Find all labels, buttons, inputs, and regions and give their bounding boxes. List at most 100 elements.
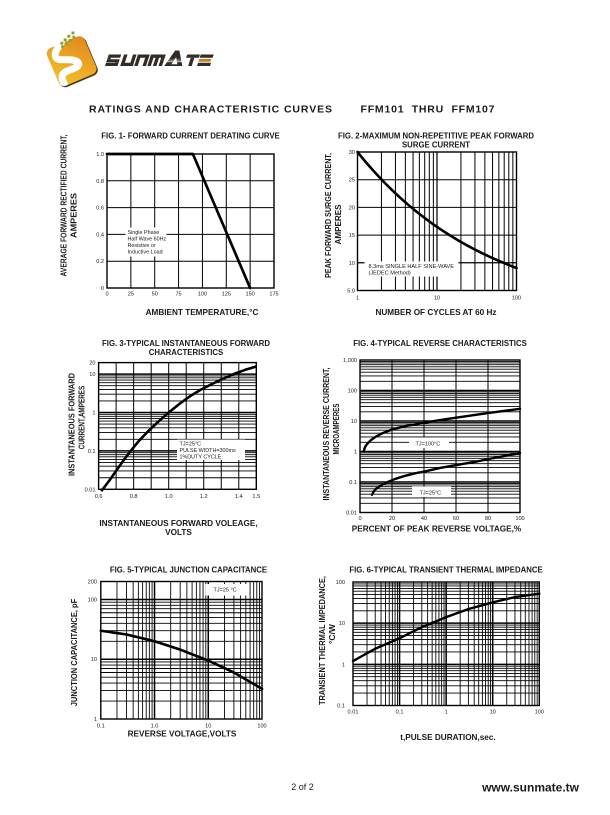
svg-text:100: 100 [515,516,524,522]
svg-text:10: 10 [205,724,211,730]
svg-text:20: 20 [89,361,95,367]
svg-text:100: 100 [512,296,521,302]
svg-text:1: 1 [94,717,97,723]
svg-text:2 of 2: 2 of 2 [291,782,314,792]
svg-text:0: 0 [101,286,104,292]
svg-text:t,PULSE DURATION,sec.: t,PULSE DURATION,sec. [400,733,495,742]
svg-text:TJ=25°C: TJ=25°C [180,442,202,448]
svg-text:10: 10 [434,296,440,302]
svg-text:0.6: 0.6 [96,206,104,212]
svg-text:8.3ms SINGLE HALF SINE-WAVE: 8.3ms SINGLE HALF SINE-WAVE [369,264,455,270]
svg-text:0.1: 0.1 [97,724,105,730]
svg-text:100: 100 [257,724,266,730]
svg-text:1: 1 [356,296,359,302]
svg-text:FFM101 THRU FFM107: FFM101 THRU FFM107 [361,104,495,116]
svg-text:25: 25 [349,178,355,184]
svg-text:125: 125 [222,291,231,297]
svg-text:TJ=25°C: TJ=25°C [420,491,442,497]
svg-text:PERCENT OF PEAK REVERSE VOLTAG: PERCENT OF PEAK REVERSE VOLTAGE,% [352,524,522,533]
svg-text:REVERSE VOLTAGE,VOLTS: REVERSE VOLTAGE,VOLTS [128,729,237,738]
svg-text:NUMBER OF CYCLES AT 60 Hz: NUMBER OF CYCLES AT 60 Hz [375,308,496,317]
svg-text:10: 10 [351,419,357,425]
svg-text:AMPERES: AMPERES [69,193,79,238]
svg-text:0.2: 0.2 [96,259,104,265]
svg-text:°C/W: °C/W [327,623,337,644]
svg-text:www.sunmate.tw: www.sunmate.tw [481,781,580,795]
svg-text:1: 1 [92,411,95,417]
svg-text:0.01: 0.01 [348,710,359,716]
svg-text:TJ=100°C: TJ=100°C [416,442,441,448]
svg-text:0.4: 0.4 [96,232,104,238]
svg-text:CURRENT,AMPERES: CURRENT,AMPERES [77,386,87,450]
svg-text:0: 0 [358,516,361,522]
svg-text:10: 10 [339,621,345,627]
svg-text:150: 150 [245,291,254,297]
svg-text:1: 1 [445,710,448,716]
svg-text:5.0: 5.0 [347,289,355,295]
svg-text:1.0: 1.0 [151,724,159,730]
svg-text:RATINGS AND CHARACTERISTIC CUR: RATINGS AND CHARACTERISTIC CURVES [89,104,332,116]
svg-text:INSTANTANEOUS REVERSE CURRENT,: INSTANTANEOUS REVERSE CURRENT, [321,368,331,501]
svg-text:0.01: 0.01 [85,487,96,493]
svg-text:1,000: 1,000 [343,358,357,364]
svg-text:10: 10 [91,657,97,663]
svg-text:100: 100 [348,389,357,395]
svg-text:FIG. 2-MAXIMUM NON-REPETITIVE: FIG. 2-MAXIMUM NON-REPETITIVE PEAK FORWA… [338,132,534,141]
svg-text:1: 1 [354,450,357,456]
svg-text:100: 100 [336,580,345,586]
svg-text:FIG. 4-TYPICAL REVERSE CHARACT: FIG. 4-TYPICAL REVERSE CHARACTERISTICS [353,339,527,348]
svg-text:0: 0 [105,291,108,297]
svg-text:1.2: 1.2 [200,494,208,500]
svg-text:FIG. 5-TYPICAL JUNCTION CAPACI: FIG. 5-TYPICAL JUNCTION CAPACITANCE [110,565,267,574]
svg-text:AMBIENT TEMPERATURE,°C: AMBIENT TEMPERATURE,°C [146,308,259,317]
svg-text:FIG. 1- FORWARD CURRENT DERATI: FIG. 1- FORWARD CURRENT DERATING CURVE [101,132,279,141]
svg-text:PEAK FORWARD SURGE CURRENT,: PEAK FORWARD SURGE CURRENT, [323,153,333,278]
svg-text:30: 30 [349,150,355,156]
svg-text:20: 20 [349,205,355,211]
svg-text:15: 15 [349,233,355,239]
svg-text:200: 200 [88,580,97,586]
svg-text:0.1: 0.1 [396,710,404,716]
svg-text:CHARACTERISTICS: CHARACTERISTICS [149,348,224,357]
svg-text:FIG. 6-TYPICAL TRANSIENT THERM: FIG. 6-TYPICAL TRANSIENT THERMAL IMPEDAN… [349,565,542,574]
svg-text:25: 25 [128,291,134,297]
svg-text:VOLTS: VOLTS [165,528,192,537]
svg-text:0.8: 0.8 [96,179,104,185]
svg-text:20: 20 [389,516,395,522]
svg-text:INSTANTANEOUS FORWARD: INSTANTANEOUS FORWARD [67,373,77,476]
svg-text:0.8: 0.8 [130,494,138,500]
svg-text:AMPERES: AMPERES [333,204,343,244]
svg-text:100: 100 [88,597,97,603]
svg-text:175: 175 [269,291,278,297]
svg-text:80: 80 [485,516,491,522]
svg-text:75: 75 [175,291,181,297]
svg-text:10: 10 [490,710,496,716]
svg-text:10: 10 [89,372,95,378]
svg-text:1.0: 1.0 [165,494,173,500]
svg-text:0.1: 0.1 [337,704,345,710]
svg-text:1%DUTY CYCLE: 1%DUTY CYCLE [180,455,222,461]
svg-text:PULSE WIDTH=300ms: PULSE WIDTH=300ms [180,448,236,454]
svg-text:MICROAMPERES: MICROAMPERES [331,403,341,454]
svg-text:60: 60 [453,516,459,522]
svg-text:INSTANTANEOUS FORWARD VOLEAGE,: INSTANTANEOUS FORWARD VOLEAGE, [99,519,257,528]
svg-text:(JEDEC Method): (JEDEC Method) [369,270,411,276]
svg-text:TRANSIENT THERMAL IMPEDANCE,: TRANSIENT THERMAL IMPEDANCE, [317,576,327,705]
svg-text:TJ=25 °C: TJ=25 °C [214,588,237,594]
svg-text:50: 50 [152,291,158,297]
svg-text:100: 100 [198,291,207,297]
svg-text:Inductive Load: Inductive Load [128,250,163,256]
svg-text:10: 10 [349,261,355,267]
svg-text:100: 100 [535,710,544,716]
svg-text:1.4: 1.4 [235,494,243,500]
svg-text:1.0: 1.0 [96,152,104,158]
svg-text:Single Phase: Single Phase [128,230,160,236]
svg-text:Half Wave 60Hz: Half Wave 60Hz [128,236,167,242]
svg-text:AVERAGE FORWARD RECTIFIED CURR: AVERAGE FORWARD RECTIFIED CURRENT, [59,135,69,277]
svg-text:Resistive or: Resistive or [128,243,156,249]
svg-text:0.1: 0.1 [88,449,96,455]
svg-text:JUNCTION CAPACITANCE, pF: JUNCTION CAPACITANCE, pF [69,599,79,707]
svg-text:0.01: 0.01 [346,511,357,517]
svg-text:1.5: 1.5 [252,494,260,500]
svg-text:1: 1 [342,662,345,668]
